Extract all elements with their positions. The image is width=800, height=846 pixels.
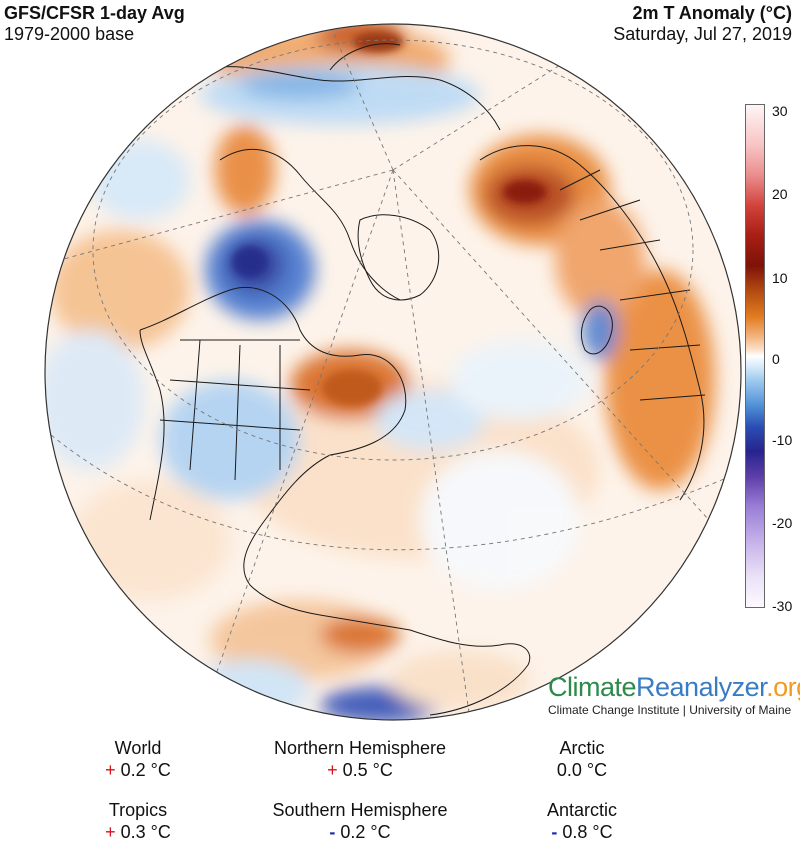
site-logo[interactable]: ClimateReanalyzer.org [548,671,800,703]
stat-sign: + [327,760,338,780]
stat-value-row: - 0.2 °C [240,821,480,843]
colorbar [745,104,765,608]
colorbar-tick: 20 [772,186,788,202]
date-label: Saturday, Jul 27, 2019 [613,24,792,44]
colorbar-tick: -30 [772,598,793,614]
stat-label: Tropics [108,800,168,820]
stat-value: 0.5 °C [342,760,393,780]
anomaly-field [45,24,741,720]
stat-sign: - [551,822,558,842]
stat-value-row: + 0.2 °C [18,759,258,781]
stat-label: World [114,738,162,758]
map-title: GFS/CFSR 1-day Avg [4,3,185,23]
stat-label: Arctic [559,738,605,758]
stat-antarctic: Antarctic - 0.8 °C [462,799,702,843]
stat-value-row: 0.0 °C [462,759,702,781]
colorbar-tick: -10 [772,432,793,448]
stat-sign: + [105,760,116,780]
stat-label: Southern Hemisphere [272,800,448,820]
stat-sign: + [105,822,116,842]
stat-sign: - [329,822,336,842]
stat-label: Antarctic [546,800,618,820]
stat-value-row: + 0.5 °C [240,759,480,781]
colorbar-tick: 30 [772,103,788,119]
stat-label: Northern Hemisphere [273,738,447,758]
colorbar-tick: 0 [772,351,780,367]
stat-northern-hemisphere: Northern Hemisphere + 0.5 °C [240,737,480,781]
colorbar-tick: 10 [772,270,788,286]
globe-outline [44,23,742,721]
stat-value: 0.2 °C [340,822,391,842]
stat-value: 0.8 °C [562,822,613,842]
stat-value: 0.0 °C [556,760,608,780]
globe-map [44,23,742,721]
stat-value: 0.2 °C [120,760,171,780]
stat-world: World + 0.2 °C [18,737,258,781]
map-subtitle: 1979-2000 base [4,24,135,44]
stat-arctic: Arctic 0.0 °C [462,737,702,781]
colorbar-tick: -20 [772,515,793,531]
logo-reanalyzer: Reanalyzer [636,672,767,702]
stat-southern-hemisphere: Southern Hemisphere - 0.2 °C [240,799,480,843]
stat-value: 0.3 °C [120,822,171,842]
stat-value-row: + 0.3 °C [18,821,258,843]
logo-subtitle: Climate Change Institute | University of… [548,703,792,717]
logo-org: .org [766,672,800,702]
logo-climate: Climate [548,672,637,702]
coastlines [139,43,706,716]
stat-value-row: - 0.8 °C [462,821,702,843]
stat-tropics: Tropics + 0.3 °C [18,799,258,843]
variable-title: 2m T Anomaly (°C) [632,3,792,23]
